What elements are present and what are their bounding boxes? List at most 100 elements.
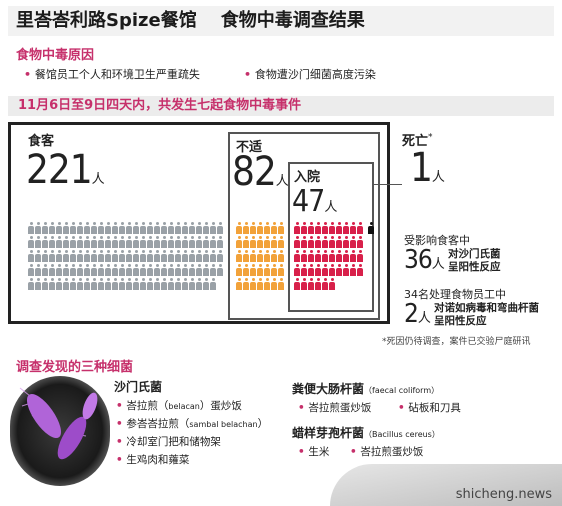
person-icon <box>147 264 153 276</box>
person-icon <box>119 236 125 248</box>
coliform-item: 峇拉煎蛋炒饭 <box>298 400 371 415</box>
person-icon <box>91 278 97 290</box>
person-icon <box>322 264 328 276</box>
person-icon <box>315 222 321 234</box>
person-icon <box>42 264 48 276</box>
person-icon <box>210 222 216 234</box>
person-icon <box>236 250 242 262</box>
staff-desc: 对诺如病毒和弯曲杆菌 呈阳性反应 <box>434 302 539 327</box>
person-icon <box>294 222 300 234</box>
watermark: shicheng.news <box>455 487 552 502</box>
person-icon <box>63 236 69 248</box>
affected-count: 36人 <box>404 245 445 275</box>
person-icon <box>147 222 153 234</box>
person-icon <box>264 278 270 290</box>
person-icon <box>343 250 349 262</box>
person-icon <box>243 236 249 248</box>
person-icon <box>175 278 181 290</box>
person-icon <box>140 222 146 234</box>
person-icon <box>175 236 181 248</box>
salmonella-item: 参峇峇拉煎（sambal belachan） <box>116 416 268 431</box>
person-icon <box>154 250 160 262</box>
person-icon <box>278 278 284 290</box>
person-icon <box>203 250 209 262</box>
person-icon <box>294 264 300 276</box>
person-icon <box>257 236 263 248</box>
person-icon <box>301 236 307 248</box>
person-icon <box>243 264 249 276</box>
person-icon <box>56 222 62 234</box>
person-icon <box>336 250 342 262</box>
person-icon <box>264 264 270 276</box>
person-icon <box>250 278 256 290</box>
person-icon <box>257 264 263 276</box>
person-icon <box>147 236 153 248</box>
death-connector <box>372 184 373 220</box>
cereus-item: 生米 <box>298 444 329 459</box>
person-icon <box>236 264 242 276</box>
person-icon <box>196 278 202 290</box>
person-icon <box>140 236 146 248</box>
person-icon <box>56 250 62 262</box>
person-icon <box>126 278 132 290</box>
person-icon <box>257 278 263 290</box>
person-icon <box>203 236 209 248</box>
person-icon <box>168 236 174 248</box>
person-icon <box>133 250 139 262</box>
person-icon <box>77 278 83 290</box>
person-icon <box>368 222 374 234</box>
person-icon <box>203 264 209 276</box>
person-icon <box>49 264 55 276</box>
person-icon <box>133 264 139 276</box>
person-icon <box>35 264 41 276</box>
person-icon <box>63 222 69 234</box>
person-icon <box>250 236 256 248</box>
coliform-item: 砧板和刀具 <box>398 400 461 415</box>
person-icon <box>308 264 314 276</box>
person-icon <box>357 222 363 234</box>
title-restaurant: 里峇峇利路Spize餐馆 <box>16 10 197 31</box>
person-icon <box>336 222 342 234</box>
person-icon <box>84 278 90 290</box>
person-icon <box>119 250 125 262</box>
person-icon <box>315 264 321 276</box>
person-icon <box>70 222 76 234</box>
person-icon <box>91 264 97 276</box>
person-icon <box>243 222 249 234</box>
people-grid-hospital <box>294 222 363 290</box>
person-icon <box>210 278 216 290</box>
person-icon <box>357 236 363 248</box>
person-icon <box>271 222 277 234</box>
person-icon <box>70 264 76 276</box>
summary-band: 11月6日至9日四天内，共发生七起食物中毒事件 <box>8 96 554 116</box>
person-icon <box>112 264 118 276</box>
person-icon <box>264 236 270 248</box>
person-icon <box>42 250 48 262</box>
person-icon <box>112 236 118 248</box>
person-icon <box>28 264 34 276</box>
person-icon <box>168 264 174 276</box>
person-icon <box>28 278 34 290</box>
death-label: 死亡* <box>402 132 433 149</box>
person-icon <box>278 250 284 262</box>
person-icon <box>175 264 181 276</box>
person-icon <box>98 236 104 248</box>
person-icon <box>70 278 76 290</box>
staff-heading: 34名处理食物员工中 <box>404 288 506 301</box>
person-icon <box>189 222 195 234</box>
person-icon <box>35 222 41 234</box>
person-icon <box>147 250 153 262</box>
person-icon <box>278 222 284 234</box>
person-icon <box>336 236 342 248</box>
cereus-item: 峇拉煎蛋炒饭 <box>350 444 423 459</box>
person-icon <box>154 278 160 290</box>
person-icon <box>203 222 209 234</box>
person-icon <box>98 222 104 234</box>
person-icon <box>168 250 174 262</box>
person-icon <box>112 250 118 262</box>
hospital-box <box>288 162 374 312</box>
person-icon <box>77 222 83 234</box>
person-icon <box>336 264 342 276</box>
person-icon <box>56 236 62 248</box>
coliform-name: 粪便大肠杆菌（faecal coliform） <box>292 382 440 396</box>
